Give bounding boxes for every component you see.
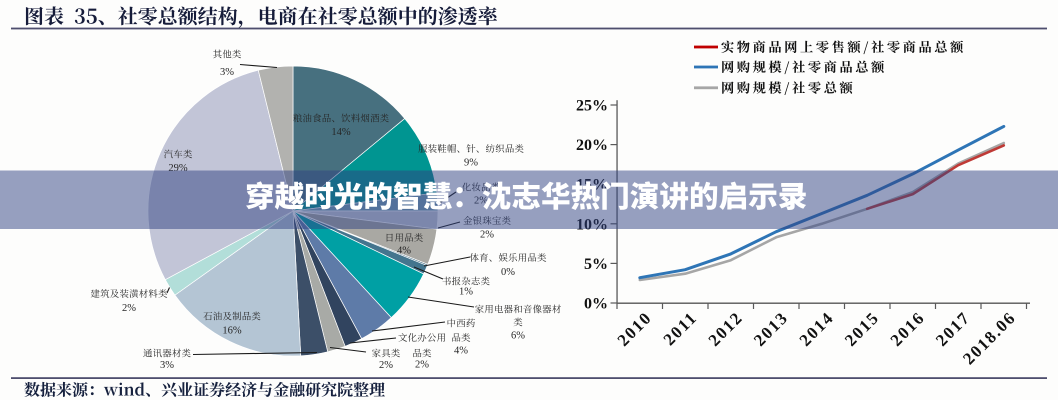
svg-text:4%: 4% xyxy=(397,246,411,257)
svg-text:3%: 3% xyxy=(160,360,174,371)
svg-text:0%: 0% xyxy=(501,267,515,278)
svg-text:3%: 3% xyxy=(220,67,234,78)
svg-text:14%: 14% xyxy=(331,127,351,138)
svg-text:20%: 20% xyxy=(576,137,608,154)
svg-text:6%: 6% xyxy=(511,331,525,342)
svg-text:29%: 29% xyxy=(168,163,188,174)
svg-text:9%: 9% xyxy=(464,158,478,169)
svg-text:2%: 2% xyxy=(480,230,494,241)
svg-text:25%: 25% xyxy=(576,98,608,115)
svg-text:5%: 5% xyxy=(584,256,608,273)
svg-text:1%: 1% xyxy=(459,287,473,298)
svg-text:2%: 2% xyxy=(122,303,136,314)
svg-text:4%: 4% xyxy=(454,346,468,357)
svg-text:0%: 0% xyxy=(584,296,608,313)
svg-text:2%: 2% xyxy=(379,360,393,371)
svg-text:2%: 2% xyxy=(415,360,429,371)
svg-text:16%: 16% xyxy=(222,326,242,337)
